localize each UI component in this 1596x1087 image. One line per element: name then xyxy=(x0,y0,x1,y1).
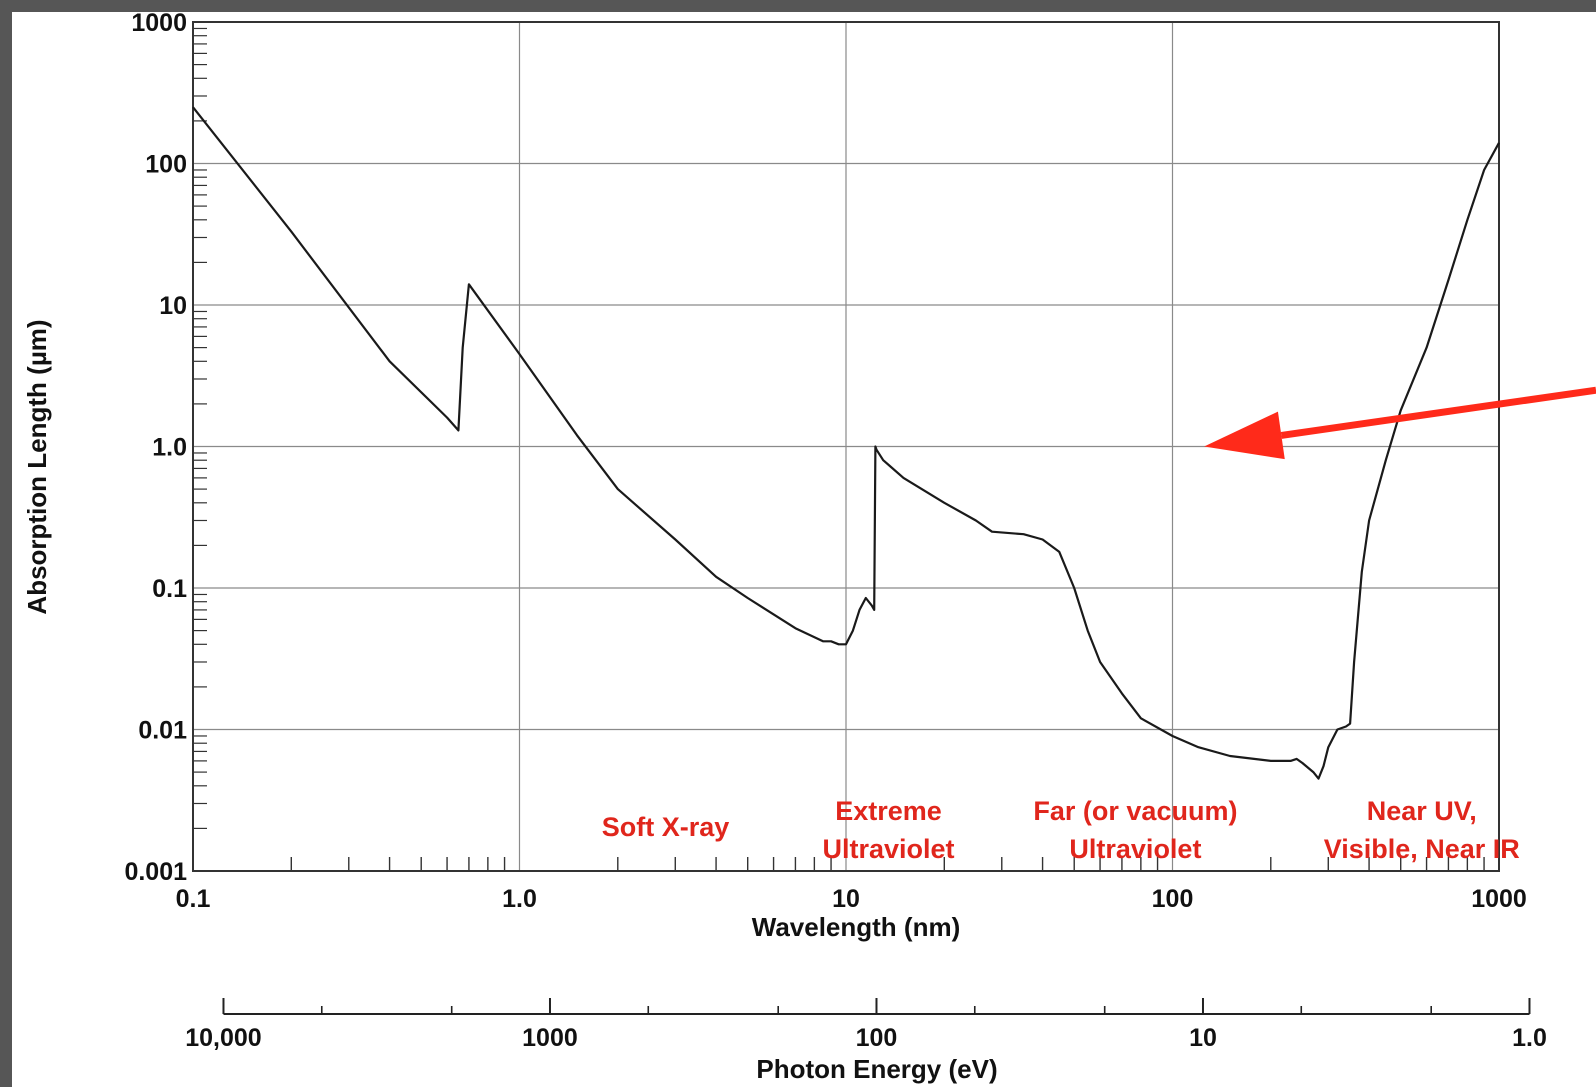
x-tick-label: 1.0 xyxy=(502,885,537,913)
y-tick-label: 100 xyxy=(145,151,187,179)
y-tick-label: 0.1 xyxy=(152,575,187,603)
energy-tick-label: 1000 xyxy=(522,1024,578,1052)
absorption-curve xyxy=(192,106,1500,780)
photon-energy-axis-title: Photon Energy (eV) xyxy=(756,1054,997,1084)
y-tick-label: 0.001 xyxy=(124,858,187,886)
arrow xyxy=(1204,386,1596,460)
y-tick-label: 1000 xyxy=(131,9,187,37)
y-tick-label: 1.0 xyxy=(152,434,187,462)
y-tick-label: 0.01 xyxy=(138,717,187,745)
region-label: Soft X-ray xyxy=(602,812,730,842)
region-label: Extreme xyxy=(835,796,942,826)
energy-tick-label: 10,000 xyxy=(185,1024,261,1052)
region-label: Ultraviolet xyxy=(823,834,955,864)
y-axis-title: Absorption Length (µm) xyxy=(22,319,52,614)
x-tick-label: 100 xyxy=(1152,885,1194,913)
x-tick-labels: 0.1 1.0 10 100 1000 xyxy=(176,885,1527,913)
energy-tick-label: 100 xyxy=(856,1024,898,1052)
y-tick-label: 10 xyxy=(159,292,187,320)
energy-tick-label: 10 xyxy=(1189,1024,1217,1052)
x-tick-label: 1000 xyxy=(1471,885,1527,913)
arrow-shaft xyxy=(1280,386,1596,439)
region-label: Ultraviolet xyxy=(1069,834,1201,864)
x-axis-title: Wavelength (nm) xyxy=(752,912,960,942)
series-layer xyxy=(192,106,1500,780)
region-annotations: Soft X-ray Extreme Ultraviolet Far (or vacu… xyxy=(602,796,1520,864)
region-label: Visible, Near IR xyxy=(1324,834,1520,864)
minor-ticks xyxy=(193,27,1485,871)
x-tick-label: 10 xyxy=(832,885,860,913)
plot-frame xyxy=(192,21,1500,872)
y-tick-labels: 1000 100 10 1.0 0.1 0.01 0.001 xyxy=(124,9,187,886)
energy-tick-label: 1.0 xyxy=(1512,1024,1547,1052)
region-label: Near UV, xyxy=(1367,796,1477,826)
region-label: Far (or vacuum) xyxy=(1033,796,1237,826)
x-tick-label: 0.1 xyxy=(176,885,211,913)
arrow-head xyxy=(1204,411,1285,460)
chart-panel xyxy=(12,12,1596,1087)
photon-energy-axis: 10,000 1000 100 10 1.0 xyxy=(185,998,1547,1052)
